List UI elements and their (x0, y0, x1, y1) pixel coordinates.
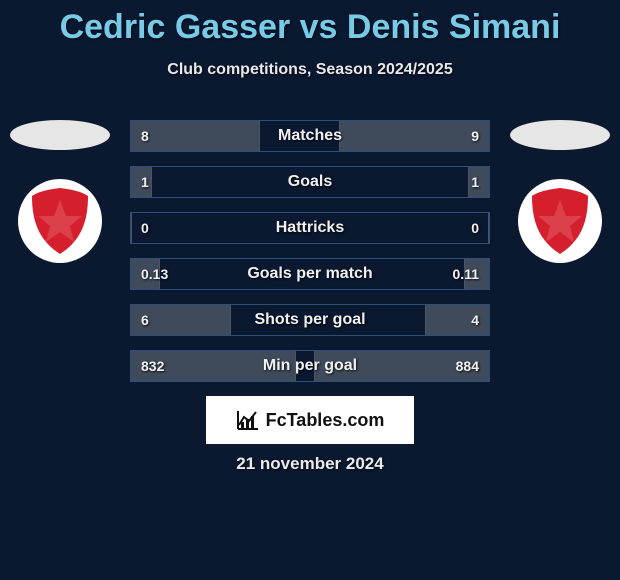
stat-label: Shots per goal (131, 305, 489, 335)
team-right-badge (510, 178, 610, 264)
stats-table: 89Matches 11Goals 00Hattricks 0.130.11Goals… (130, 120, 490, 396)
stat-label: Goals (131, 167, 489, 197)
comparison-card: Cedric Gasser vs Denis Simani Club compe… (0, 0, 620, 580)
stat-row: 0.130.11Goals per match (130, 258, 490, 290)
chart-icon (236, 409, 260, 431)
stat-label: Hattricks (131, 213, 489, 243)
source-logo: FcTables.com (206, 396, 414, 444)
stat-row: 832884Min per goal (130, 350, 490, 382)
source-logo-text: FcTables.com (266, 410, 385, 431)
page-title: Cedric Gasser vs Denis Simani (0, 0, 620, 47)
subtitle: Club competitions, Season 2024/2025 (0, 61, 620, 79)
stat-row: 64Shots per goal (130, 304, 490, 336)
stat-label: Matches (131, 121, 489, 151)
stat-row: 11Goals (130, 166, 490, 198)
stat-row: 89Matches (130, 120, 490, 152)
player-left-avatar (10, 120, 110, 150)
stat-row: 00Hattricks (130, 212, 490, 244)
date-label: 21 november 2024 (0, 454, 620, 474)
stat-label: Goals per match (131, 259, 489, 289)
stat-label: Min per goal (131, 351, 489, 381)
player-right-avatar (510, 120, 610, 150)
team-left-badge (10, 178, 110, 264)
